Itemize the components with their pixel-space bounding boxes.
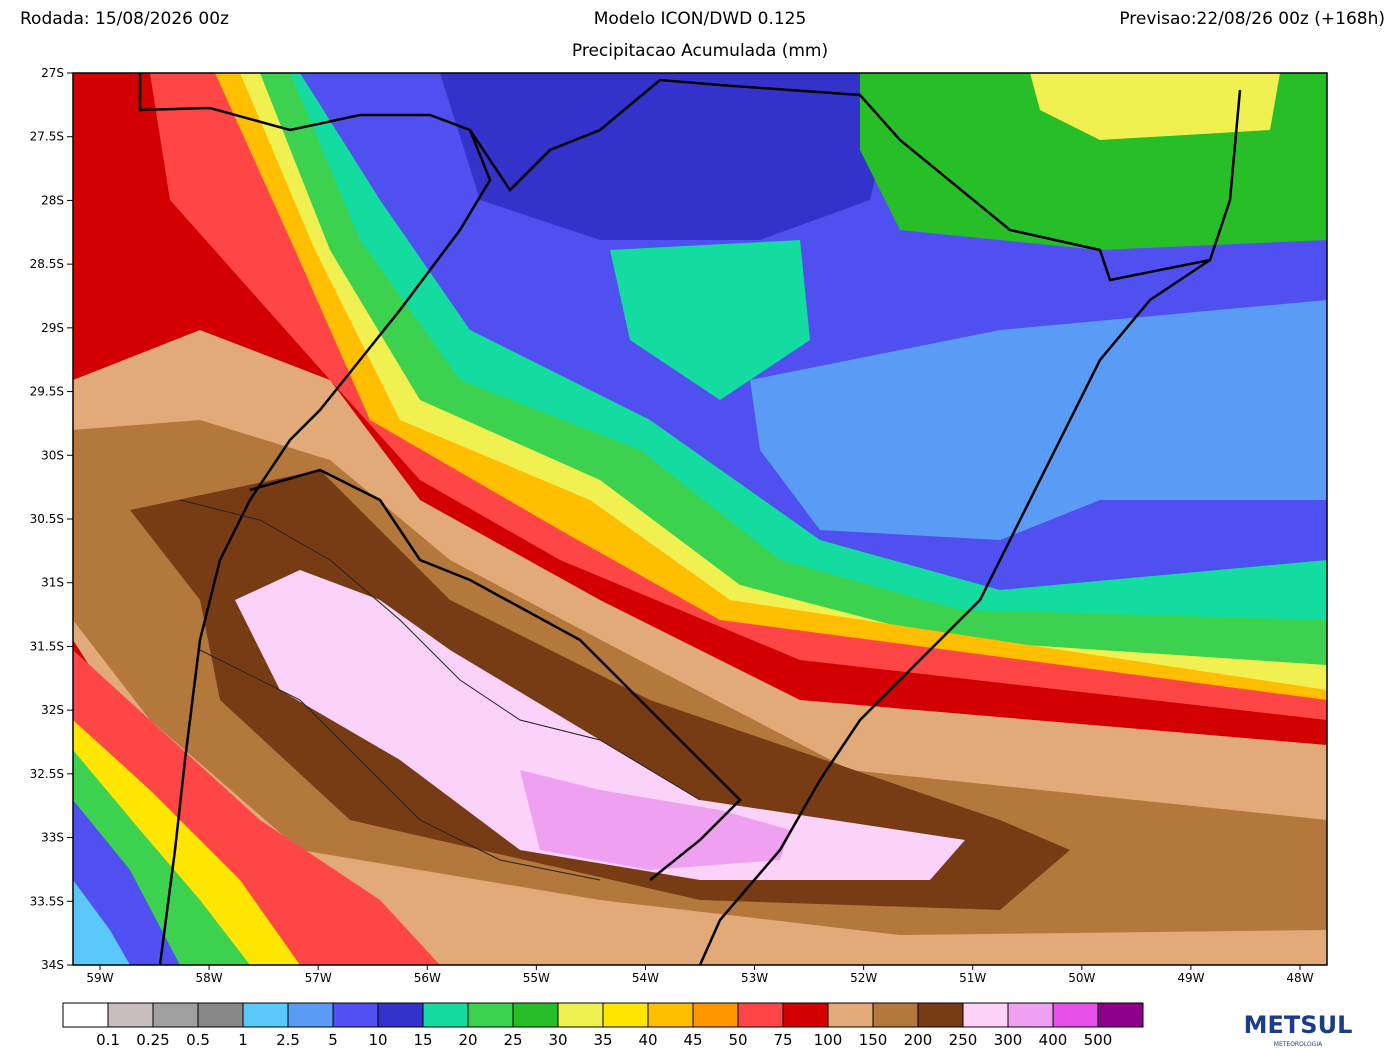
colorbar-label: 200 (904, 1031, 933, 1049)
colorbar-label: 50 (728, 1031, 747, 1049)
colorbar-swatch (152, 1002, 199, 1028)
colorbar-swatch (782, 1002, 829, 1028)
logo-name: METSUL (1244, 1011, 1353, 1039)
colorbar-label: 15 (413, 1031, 432, 1049)
lon-label: 57W (305, 971, 332, 985)
colorbar-swatch (692, 1002, 739, 1028)
colorbar-swatch (467, 1002, 514, 1028)
colorbar-swatch (377, 1002, 424, 1028)
colorbar-label: 0.25 (136, 1031, 169, 1049)
lon-label: 59W (86, 971, 113, 985)
colorbar-label: 150 (859, 1031, 888, 1049)
colorbar-label: 10 (368, 1031, 387, 1049)
colorbar-swatch (872, 1002, 919, 1028)
lat-label: 28.5S (30, 257, 64, 271)
colorbar-label: 25 (503, 1031, 522, 1049)
colorbar-swatch (1007, 1002, 1054, 1028)
colorbar-swatch (602, 1002, 649, 1028)
colorbar-swatch (962, 1002, 1009, 1028)
lon-label: 54W (632, 971, 659, 985)
colorbar-swatch (197, 1002, 244, 1028)
boundaries (138, 73, 1242, 966)
lat-label: 33S (41, 831, 64, 845)
lat-label: 34S (41, 958, 64, 972)
lon-label: 48W (1286, 971, 1313, 985)
lat-label: 33.5S (30, 894, 64, 908)
colorbar-swatch (737, 1002, 784, 1028)
lon-label: 49W (1177, 971, 1204, 985)
lon-label: 55W (523, 971, 550, 985)
colorbar-label: 500 (1084, 1031, 1113, 1049)
colorbar-swatch (422, 1002, 469, 1028)
lat-label: 30.5S (30, 512, 64, 526)
lat-label: 30S (41, 448, 64, 462)
lat-label: 27S (41, 66, 64, 80)
logo-tagline: METEOROLOGIA (1274, 1041, 1323, 1048)
forecast-label: Previsao:22/08/26 00z (+168h) (1119, 9, 1385, 29)
colorbar-swatch (512, 1002, 559, 1028)
lat-label: 29.5S (30, 385, 64, 399)
colorbar-swatch (647, 1002, 694, 1028)
colorbar-label: 300 (994, 1031, 1023, 1049)
colorbar-swatch (557, 1002, 604, 1028)
colorbar-label: 35 (593, 1031, 612, 1049)
colorbar-swatch (287, 1002, 334, 1028)
run-label: Rodada: 15/08/2026 00z (20, 9, 229, 29)
lon-label: 51W (959, 971, 986, 985)
colorbar-swatch (107, 1002, 154, 1028)
colorbar-label: 30 (548, 1031, 567, 1049)
lon-label: 50W (1068, 971, 1095, 985)
lat-label: 31S (41, 576, 64, 590)
colorbar-label: 400 (1039, 1031, 1068, 1049)
lat-label: 31.5S (30, 639, 64, 653)
lon-label: 53W (741, 971, 768, 985)
lat-label: 29S (41, 321, 64, 335)
colorbar-label: 45 (683, 1031, 702, 1049)
lon-label: 58W (196, 971, 223, 985)
colorbar-label: 2.5 (276, 1031, 300, 1049)
colorbar-swatch (827, 1002, 874, 1028)
lon-label: 52W (850, 971, 877, 985)
subtitle: Precipitacao Acumulada (mm) (572, 41, 828, 61)
colorbar-swatch (1052, 1002, 1099, 1028)
model-title: Modelo ICON/DWD 0.125 (594, 9, 807, 29)
colorbar-swatch (1097, 1002, 1144, 1028)
colorbar-label: 20 (458, 1031, 477, 1049)
colorbar-label: 0.1 (96, 1031, 120, 1049)
colorbar-label: 5 (328, 1031, 338, 1049)
colorbar-label: 250 (949, 1031, 978, 1049)
lon-label: 56W (414, 971, 441, 985)
colorbar-label: 75 (773, 1031, 792, 1049)
colorbar-swatch (242, 1002, 289, 1028)
colorbar-label: 40 (638, 1031, 657, 1049)
precipitation-field (73, 73, 1327, 965)
colorbar-swatch (62, 1002, 109, 1028)
colorbar-label: 0.5 (186, 1031, 210, 1049)
lat-label: 32.5S (30, 767, 64, 781)
colorbar-label: 1 (238, 1031, 248, 1049)
colorbar-swatch (332, 1002, 379, 1028)
colorbar-swatch (917, 1002, 964, 1028)
colorbar-label: 100 (814, 1031, 843, 1049)
lat-label: 32S (41, 703, 64, 717)
lat-label: 28S (41, 193, 64, 207)
lat-label: 27.5S (30, 130, 64, 144)
